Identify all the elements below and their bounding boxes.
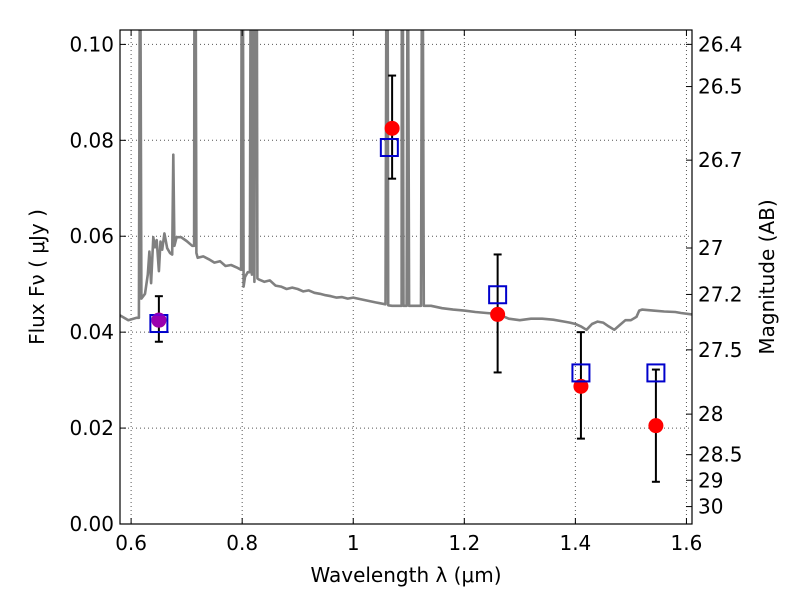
y-tick-label: 0.00 xyxy=(69,512,114,536)
model-photometry-point xyxy=(646,363,666,383)
observed-point xyxy=(490,306,506,322)
observed-point xyxy=(648,418,664,434)
mag-tick-label: 28 xyxy=(698,402,723,426)
y-ticks-left: 0.00 0.02 0.04 0.06 0.08 0.10 xyxy=(69,32,126,536)
model-photometry-point xyxy=(379,138,399,158)
x-tick-label: 1.6 xyxy=(671,531,703,555)
x-tick-label: 1.4 xyxy=(559,531,591,555)
mag-tick-label: 27.2 xyxy=(698,282,743,306)
y-tick-label: 0.02 xyxy=(69,416,114,440)
plot-frame xyxy=(119,29,693,525)
mag-tick-label: 27.5 xyxy=(698,338,743,362)
model-photometry-point xyxy=(571,363,591,383)
x-tick-label: 0.6 xyxy=(115,531,147,555)
y-tick-label: 0.10 xyxy=(69,32,114,56)
observed-point xyxy=(384,120,400,136)
y-axis-title-right: Magnitude (AB) xyxy=(755,199,779,354)
overlap-point xyxy=(151,312,167,328)
sed-model-line xyxy=(120,30,692,332)
model-photometry-point xyxy=(488,285,508,305)
model-photometry-points xyxy=(149,138,666,383)
x-tick-label: 1.2 xyxy=(448,531,480,555)
y-axis-title-left: Flux Fν ( μJy ) xyxy=(25,209,49,345)
mag-tick-label: 26.7 xyxy=(698,148,743,172)
x-tick-label: 0.8 xyxy=(226,531,258,555)
mag-tick-label: 26.4 xyxy=(698,32,743,56)
mag-tick-label: 26.5 xyxy=(698,75,743,99)
y-tick-label: 0.08 xyxy=(69,128,114,152)
x-tick-label: 1 xyxy=(347,531,360,555)
mag-tick-label: 28.5 xyxy=(698,443,743,467)
x-axis-title: Wavelength λ (μm) xyxy=(310,563,501,587)
observed-point xyxy=(573,378,589,394)
x-ticks: 0.6 0.8 1 1.2 1.4 1.6 xyxy=(115,30,702,555)
mag-tick-label: 27 xyxy=(698,236,723,260)
sed-model-curve xyxy=(120,30,692,332)
mag-tick-label: 29 xyxy=(698,468,723,492)
y-ticks-right-magnitude: 26.4 26.5 26.7 27 27.2 27.5 28 28.529 30 xyxy=(686,32,743,519)
y-tick-label: 0.04 xyxy=(69,320,114,344)
y-tick-label: 0.06 xyxy=(69,224,114,248)
mag-tick-label: 30 xyxy=(698,495,723,519)
